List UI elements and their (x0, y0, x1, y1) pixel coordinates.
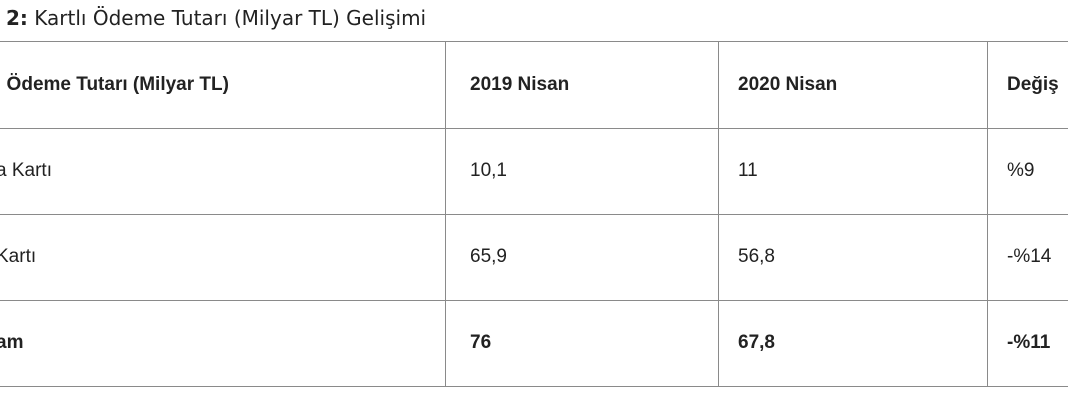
row-border (0, 41, 1068, 42)
header-cell: Değiş (1007, 74, 1059, 95)
table-cell: am (0, 332, 24, 353)
table-cell: -%11 (1007, 332, 1051, 353)
table-caption: 2: Kartlı Ödeme Tutarı (Milyar TL) Geliş… (6, 6, 426, 30)
column-border (987, 42, 988, 386)
row-border (0, 128, 1068, 129)
table-cell: 11 (738, 160, 758, 181)
header-cell: 2019 Nisan (470, 74, 570, 95)
table-cell: 67,8 (738, 332, 775, 353)
row-border (0, 300, 1068, 301)
row-border (0, 386, 1068, 387)
column-border (445, 42, 446, 386)
table-cell: -%14 (1007, 246, 1052, 267)
table-cell: a Kartı (0, 160, 52, 181)
header-cell: ı Ödeme Tutarı (Milyar TL) (0, 74, 229, 95)
table-cell: 65,9 (470, 246, 507, 267)
table-cell: %9 (1007, 160, 1035, 181)
table-cell: 76 (470, 332, 492, 353)
table-cell: 10,1 (470, 160, 507, 181)
caption-text: Kartlı Ödeme Tutarı (Milyar TL) Gelişimi (34, 6, 427, 30)
caption-label: 2: (6, 6, 28, 30)
header-cell: 2020 Nisan (738, 74, 838, 95)
table-cell: 56,8 (738, 246, 775, 267)
column-border (718, 42, 719, 386)
table-cell: Kartı (0, 246, 37, 267)
row-border (0, 214, 1068, 215)
